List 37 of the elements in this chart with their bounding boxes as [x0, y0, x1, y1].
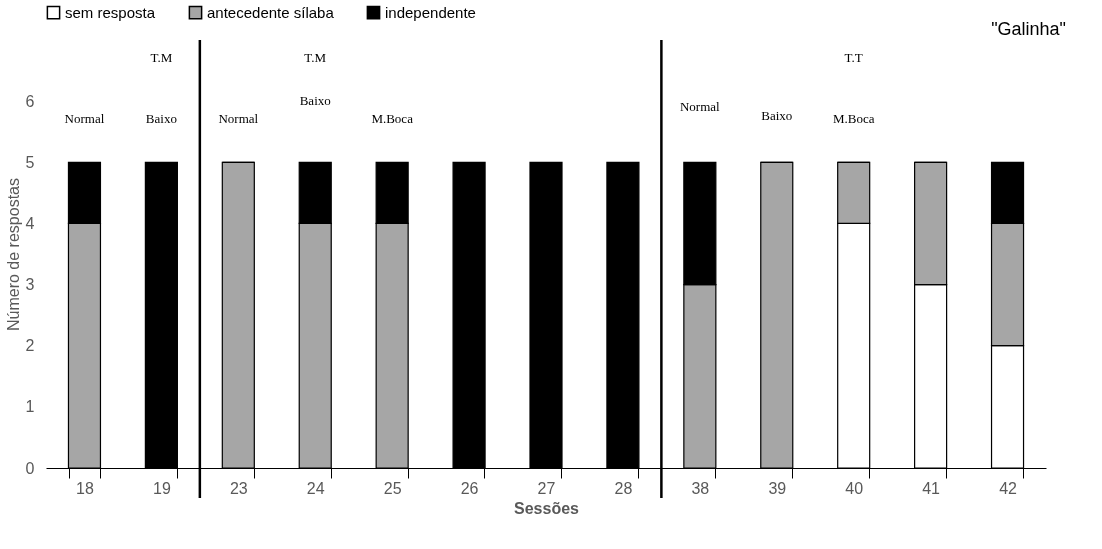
annotation: M.Boca: [371, 111, 414, 127]
x-tick-label: 42: [999, 479, 1018, 497]
y-tick-label: 6: [25, 92, 35, 110]
x-tick-label: 19: [152, 479, 171, 497]
annotation: M.Boca: [832, 111, 875, 127]
y-tick-label: 1: [25, 398, 35, 416]
x-tick-label: 26: [460, 479, 479, 497]
x-tick-label: 28: [614, 479, 633, 497]
y-tick-label: 5: [25, 153, 35, 171]
y-tick-label: 3: [25, 276, 35, 294]
legend-label: antecedente sílaba: [207, 3, 335, 21]
annotation: Normal: [64, 111, 105, 127]
annotation: T.T: [844, 50, 863, 66]
x-tick-label: 25: [383, 479, 402, 497]
annotation: Baixo: [761, 108, 793, 124]
y-axis-title: Número de respostas: [4, 178, 22, 331]
y-tick-label: 2: [25, 337, 35, 355]
x-tick-label: 27: [537, 479, 556, 497]
annotation: Normal: [679, 99, 721, 115]
x-tick-label: 23: [229, 479, 248, 497]
text: "Galinha": [991, 19, 1066, 39]
annotation: T.M: [150, 50, 173, 66]
annotation: T.M: [304, 50, 327, 66]
annotation: Baixo: [299, 93, 331, 109]
x-tick-label: 40: [845, 479, 864, 497]
legend-label: independente: [385, 3, 476, 21]
x-tick-label: 18: [76, 479, 94, 497]
legend-label: sem resposta: [65, 3, 156, 21]
x-tick-label: 41: [922, 479, 941, 497]
x-axis-title: Sessões: [514, 499, 580, 517]
x-tick-label: 38: [691, 479, 710, 497]
annotation: Baixo: [145, 111, 177, 127]
y-tick-label: 0: [25, 459, 35, 477]
y-tick-label: 4: [25, 214, 35, 232]
x-tick-label: 24: [306, 479, 325, 497]
x-tick-label: 39: [768, 479, 787, 497]
annotation: Normal: [218, 111, 259, 127]
